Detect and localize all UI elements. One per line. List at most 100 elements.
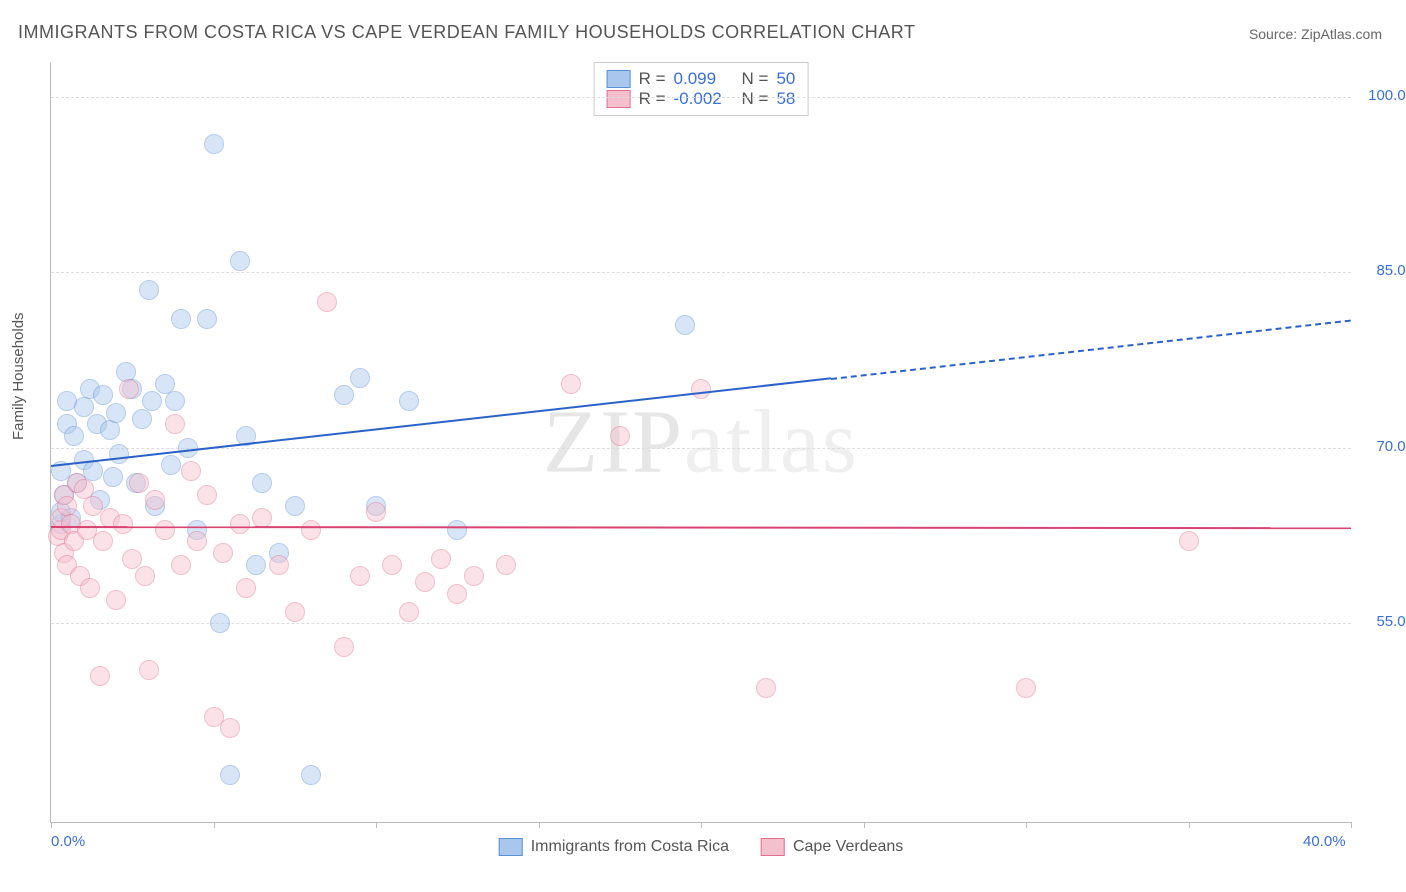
legend-n-value: 50	[776, 69, 795, 89]
y-tick-label: 55.0%	[1359, 613, 1406, 630]
scatter-point	[252, 508, 272, 528]
scatter-point	[187, 531, 207, 551]
x-tick-mark	[1189, 822, 1190, 828]
correlation-legend: R = 0.099 N = 50R = -0.002N = 58	[594, 62, 809, 116]
scatter-point	[100, 420, 120, 440]
scatter-point	[269, 555, 289, 575]
x-tick-mark	[1026, 822, 1027, 828]
legend-row: R = -0.002N = 58	[607, 89, 796, 109]
scatter-point	[301, 765, 321, 785]
series-legend: Immigrants from Costa Rica Cape Verdeans	[499, 838, 904, 856]
scatter-point	[161, 455, 181, 475]
scatter-point	[415, 572, 435, 592]
scatter-point	[350, 566, 370, 586]
scatter-point	[561, 374, 581, 394]
scatter-point	[135, 566, 155, 586]
scatter-point	[431, 549, 451, 569]
scatter-point	[382, 555, 402, 575]
scatter-point	[142, 391, 162, 411]
scatter-point	[350, 368, 370, 388]
x-tick-mark	[51, 822, 52, 828]
scatter-point	[93, 385, 113, 405]
scatter-point	[113, 514, 133, 534]
scatter-point	[171, 555, 191, 575]
scatter-point	[691, 379, 711, 399]
scatter-point	[210, 613, 230, 633]
x-tick-label: 0.0%	[51, 833, 85, 850]
scatter-point	[204, 134, 224, 154]
scatter-point	[139, 660, 159, 680]
scatter-point	[80, 578, 100, 598]
scatter-point	[610, 426, 630, 446]
chart-title: IMMIGRANTS FROM COSTA RICA VS CAPE VERDE…	[18, 22, 915, 43]
scatter-point	[119, 379, 139, 399]
scatter-point	[106, 403, 126, 423]
legend-r-value: 0.099	[674, 69, 734, 89]
x-tick-mark	[214, 822, 215, 828]
scatter-point	[90, 666, 110, 686]
scatter-point	[145, 490, 165, 510]
legend-r-label: R =	[639, 69, 666, 89]
scatter-point	[252, 473, 272, 493]
scatter-point	[399, 391, 419, 411]
gridline	[51, 97, 1351, 98]
x-tick-mark	[1351, 822, 1352, 828]
scatter-point	[132, 409, 152, 429]
scatter-point	[139, 280, 159, 300]
scatter-point	[1179, 531, 1199, 551]
scatter-point	[74, 397, 94, 417]
trend-line	[831, 319, 1351, 379]
legend-n-label: N =	[742, 69, 769, 89]
gridline	[51, 272, 1351, 273]
scatter-point	[220, 765, 240, 785]
scatter-point	[756, 678, 776, 698]
x-tick-mark	[701, 822, 702, 828]
scatter-point	[675, 315, 695, 335]
scatter-point	[317, 292, 337, 312]
scatter-point	[171, 309, 191, 329]
y-axis-label: Family Households	[10, 312, 27, 440]
x-tick-label: 40.0%	[1303, 833, 1346, 850]
scatter-point	[399, 602, 419, 622]
gridline	[51, 623, 1351, 624]
legend-swatch	[607, 70, 631, 88]
chart-plot-area: ZIPatlas R = 0.099N = 50R = -0.002N = 58…	[50, 62, 1351, 823]
scatter-point	[197, 485, 217, 505]
legend-series-name: Cape Verdeans	[793, 838, 903, 856]
scatter-point	[197, 309, 217, 329]
scatter-point	[246, 555, 266, 575]
scatter-point	[122, 549, 142, 569]
scatter-point	[213, 543, 233, 563]
scatter-point	[334, 385, 354, 405]
gridline	[51, 448, 1351, 449]
scatter-point	[1016, 678, 1036, 698]
source-label: Source: ZipAtlas.com	[1249, 26, 1382, 42]
legend-item: Immigrants from Costa Rica	[499, 838, 729, 856]
scatter-point	[447, 584, 467, 604]
scatter-point	[285, 602, 305, 622]
scatter-point	[181, 461, 201, 481]
scatter-point	[334, 637, 354, 657]
scatter-point	[103, 467, 123, 487]
legend-r-value: -0.002	[674, 89, 734, 109]
y-tick-label: 100.0%	[1359, 87, 1406, 104]
scatter-point	[220, 718, 240, 738]
scatter-point	[366, 502, 386, 522]
scatter-point	[165, 414, 185, 434]
scatter-point	[496, 555, 516, 575]
scatter-point	[447, 520, 467, 540]
legend-swatch	[607, 90, 631, 108]
scatter-point	[230, 514, 250, 534]
scatter-point	[236, 578, 256, 598]
scatter-point	[230, 251, 250, 271]
scatter-point	[109, 444, 129, 464]
legend-item: Cape Verdeans	[761, 838, 903, 856]
scatter-point	[464, 566, 484, 586]
scatter-point	[155, 520, 175, 540]
legend-n-value: 58	[776, 89, 795, 109]
legend-r-label: R =	[639, 89, 666, 109]
y-tick-label: 70.0%	[1359, 438, 1406, 455]
scatter-point	[64, 426, 84, 446]
x-tick-mark	[376, 822, 377, 828]
x-tick-mark	[539, 822, 540, 828]
